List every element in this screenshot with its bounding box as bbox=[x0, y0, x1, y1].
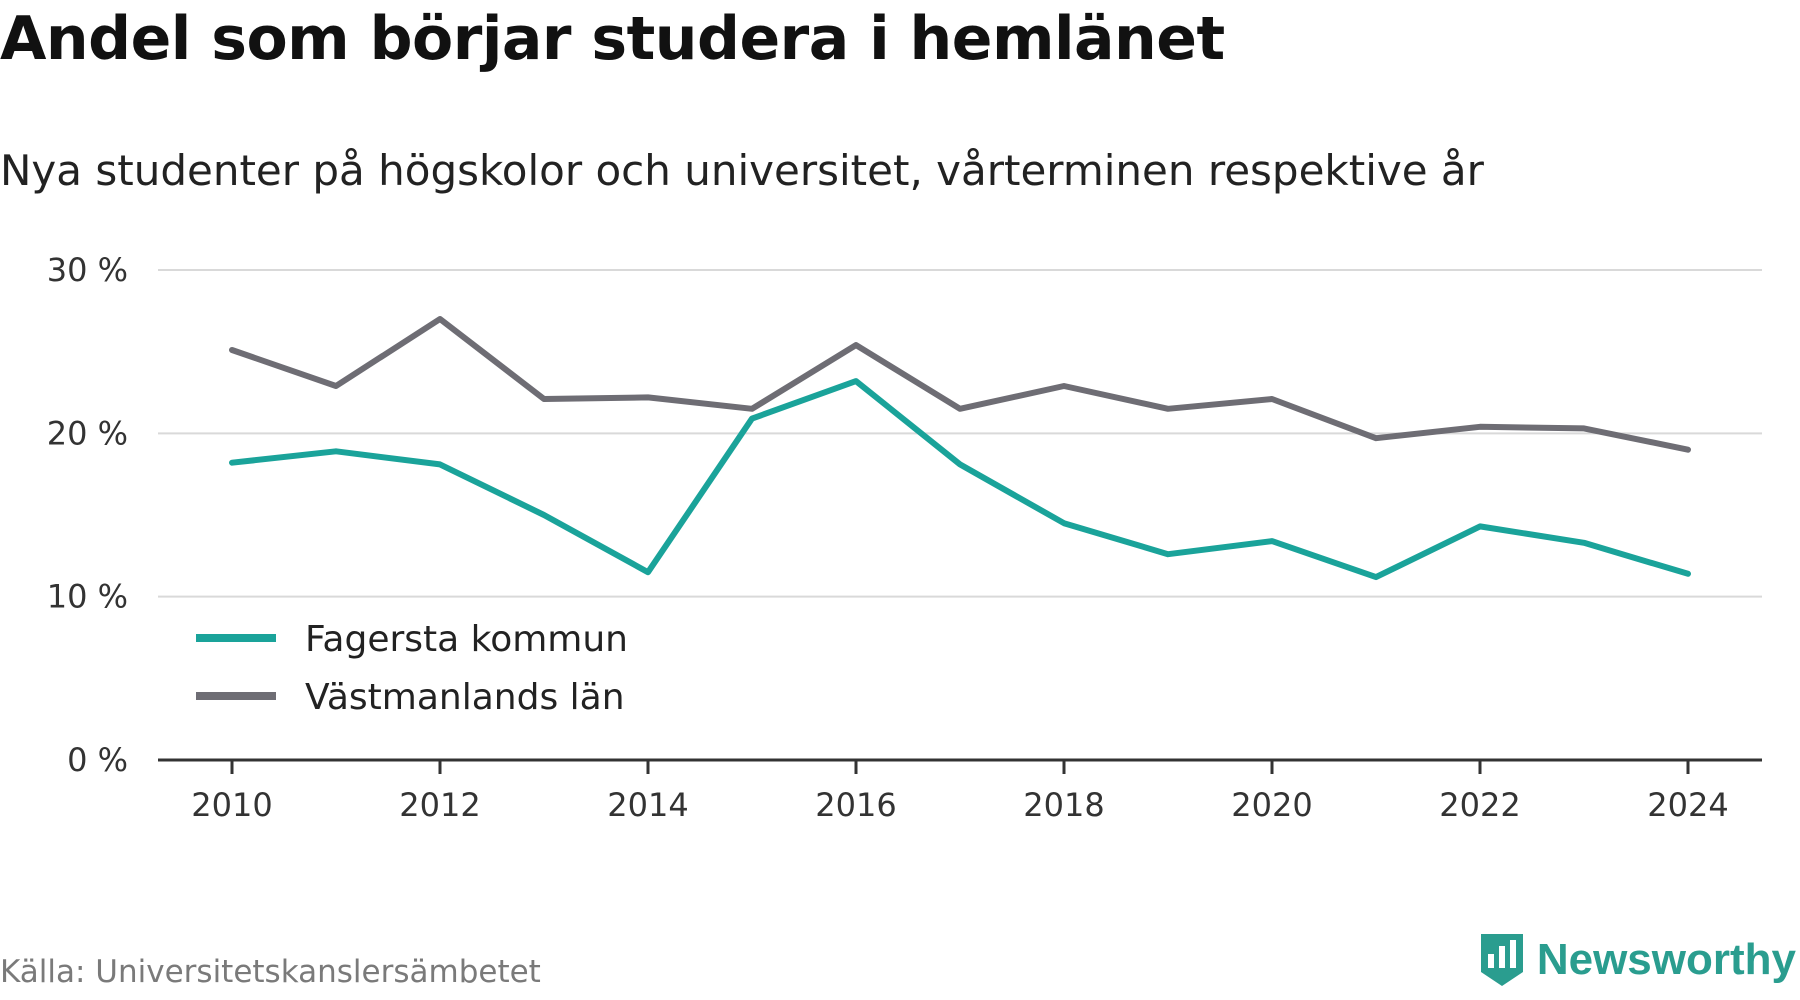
y-tick-label: 10 % bbox=[47, 578, 128, 616]
source-note: Källa: Universitetskanslersämbetet bbox=[0, 954, 541, 990]
x-tick-label: 2012 bbox=[399, 786, 480, 824]
brand-name: Newsworthy bbox=[1536, 935, 1796, 984]
bar-chart-badge-icon bbox=[1480, 934, 1523, 986]
legend-label: Fagersta kommun bbox=[305, 619, 628, 660]
series-line-vastmanlands-lan bbox=[229, 316, 1691, 453]
y-tick-label: 20 % bbox=[47, 414, 128, 452]
x-tick-label: 2016 bbox=[815, 786, 896, 824]
brand-logo: Newsworthy bbox=[1477, 930, 1796, 990]
y-tick-label: 30 % bbox=[47, 251, 128, 289]
x-tick-label: 2022 bbox=[1439, 786, 1520, 824]
x-tick-label: 2014 bbox=[607, 786, 688, 824]
x-tick-label: 2024 bbox=[1647, 786, 1728, 824]
chart-subtitle: Nya studenter på högskolor och universit… bbox=[0, 146, 1484, 195]
x-tick-label: 2018 bbox=[1023, 786, 1104, 824]
legend-label: Västmanlands län bbox=[305, 677, 625, 718]
series-line-fagersta-kommun bbox=[229, 378, 1691, 581]
x-tick-label: 2020 bbox=[1231, 786, 1312, 824]
x-tick-label: 2010 bbox=[191, 786, 272, 824]
chart-title: Andel som börjar studera i hemlänet bbox=[0, 4, 1225, 74]
y-tick-label: 0 % bbox=[67, 741, 128, 779]
